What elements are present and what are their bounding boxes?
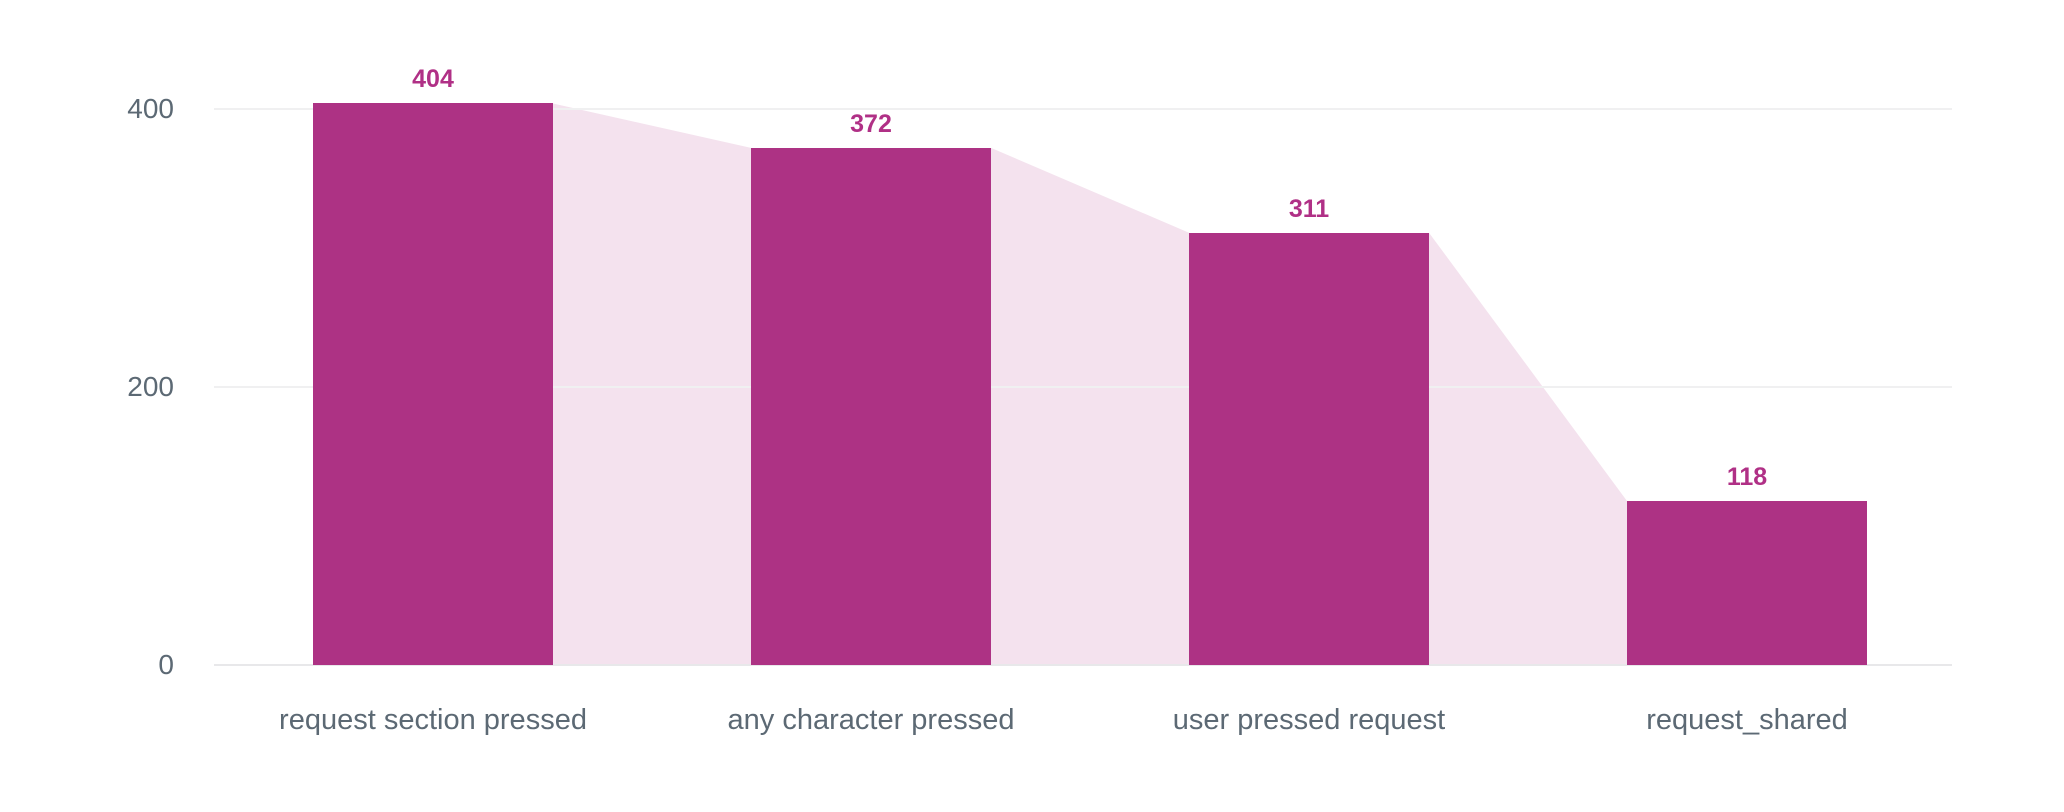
funnel-bar[interactable] (1627, 500, 1867, 665)
y-tick-label: 200 (127, 371, 174, 402)
y-tick-label: 0 (158, 649, 174, 680)
funnel-bar[interactable] (1189, 232, 1429, 665)
grid-line (214, 386, 1952, 388)
x-axis-baseline (214, 664, 1952, 666)
grid-line (214, 108, 1952, 110)
funnel-bar[interactable] (751, 147, 991, 665)
x-axis-label: request section pressed (279, 704, 587, 736)
bar-value-label: 118 (1726, 462, 1768, 491)
connector-area (1429, 232, 1627, 665)
x-axis-label: user pressed request (1172, 704, 1446, 736)
x-axis-label: request_shared (1646, 704, 1848, 736)
connector-area (991, 147, 1189, 666)
x-axis-label: any character pressed (727, 704, 1015, 736)
bar-value-label: 311 (1288, 194, 1330, 223)
y-tick-label: 400 (127, 93, 174, 124)
funnel-bar[interactable] (313, 103, 553, 665)
connector-area (553, 103, 751, 665)
bar-value-label: 372 (850, 109, 892, 138)
bar-value-label: 404 (412, 65, 454, 94)
